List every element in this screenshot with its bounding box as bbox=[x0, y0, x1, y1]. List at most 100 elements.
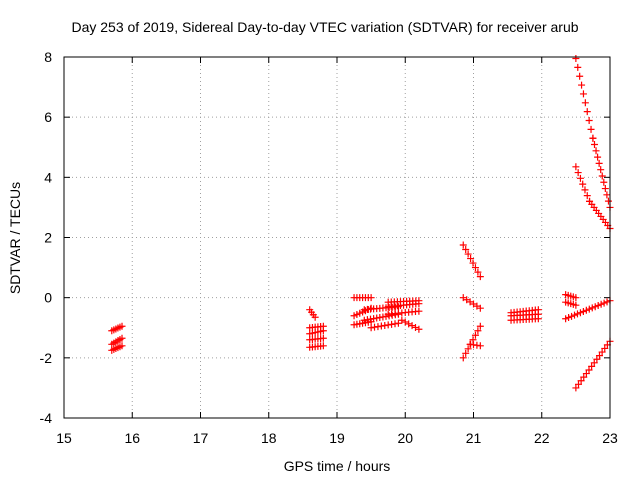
data-point bbox=[572, 301, 580, 309]
data-point bbox=[401, 318, 409, 326]
data-point bbox=[319, 334, 327, 342]
data-point bbox=[408, 322, 416, 330]
x-tick-label: 22 bbox=[534, 430, 550, 446]
data-point bbox=[594, 153, 602, 161]
x-tick-label: 20 bbox=[397, 430, 413, 446]
data-point bbox=[597, 300, 605, 308]
gridlines bbox=[64, 57, 610, 418]
data-point bbox=[590, 359, 598, 367]
data-point bbox=[575, 380, 582, 388]
data-point bbox=[580, 373, 588, 381]
data-point bbox=[476, 322, 484, 330]
data-point bbox=[594, 301, 602, 309]
data-point bbox=[415, 300, 423, 308]
data-point bbox=[600, 178, 608, 186]
data-point bbox=[118, 322, 126, 330]
y-tick-label: 8 bbox=[44, 49, 52, 65]
y-tick-label: -4 bbox=[40, 410, 53, 426]
data-point bbox=[576, 72, 584, 80]
data-point bbox=[474, 327, 482, 335]
data-point bbox=[405, 320, 413, 328]
data-point bbox=[585, 305, 593, 313]
x-tick-labels: 15 16 17 18 19 20 21 22 23 bbox=[56, 430, 618, 446]
data-points bbox=[108, 55, 614, 392]
data-point bbox=[459, 354, 467, 362]
data-point bbox=[595, 159, 603, 167]
chart-title: Day 253 of 2019, Sidereal Day-to-day VTE… bbox=[71, 19, 578, 35]
data-point bbox=[589, 134, 597, 142]
data-point bbox=[592, 147, 600, 155]
x-tick-label: 16 bbox=[124, 430, 140, 446]
data-point bbox=[579, 180, 587, 188]
data-point bbox=[476, 273, 484, 281]
x-tick-label: 15 bbox=[56, 430, 72, 446]
y-axis-label: SDTVAR / TECUs bbox=[7, 182, 23, 294]
data-point bbox=[603, 191, 611, 199]
data-point bbox=[467, 255, 475, 263]
data-point bbox=[577, 377, 585, 385]
data-point bbox=[459, 241, 467, 249]
data-point bbox=[572, 384, 580, 392]
data-point bbox=[593, 355, 601, 363]
data-point bbox=[568, 312, 576, 320]
data-point bbox=[587, 125, 595, 133]
data-point bbox=[590, 141, 598, 149]
data-point bbox=[598, 172, 606, 180]
data-point bbox=[565, 314, 573, 322]
data-point bbox=[588, 304, 596, 312]
data-point bbox=[591, 303, 599, 311]
data-point bbox=[311, 313, 319, 321]
data-point bbox=[534, 315, 542, 323]
data-point bbox=[118, 334, 126, 342]
data-point bbox=[562, 315, 570, 323]
data-point bbox=[583, 192, 591, 200]
data-point bbox=[411, 323, 419, 331]
data-point bbox=[579, 90, 587, 98]
data-point bbox=[579, 308, 587, 316]
y-tick-label: 6 bbox=[44, 109, 52, 125]
data-point bbox=[574, 63, 582, 71]
data-point bbox=[600, 299, 608, 307]
data-point bbox=[576, 309, 584, 317]
data-point bbox=[415, 307, 423, 315]
data-point bbox=[462, 349, 470, 357]
data-point bbox=[319, 327, 327, 335]
data-point bbox=[572, 294, 580, 302]
data-point bbox=[319, 342, 327, 350]
data-point bbox=[462, 246, 470, 254]
data-point bbox=[572, 163, 580, 171]
data-point bbox=[581, 186, 589, 194]
data-point bbox=[118, 342, 126, 350]
data-point bbox=[601, 185, 609, 193]
y-tick-label: 4 bbox=[44, 169, 52, 185]
data-point bbox=[598, 348, 606, 356]
plot-frame bbox=[63, 56, 611, 419]
y-tick-label: 0 bbox=[44, 290, 52, 306]
x-tick-label: 19 bbox=[329, 430, 345, 446]
data-point bbox=[582, 370, 590, 378]
data-point bbox=[476, 304, 484, 312]
y-tick-labels: -4 -2 0 2 4 6 8 bbox=[40, 49, 53, 426]
data-point bbox=[471, 331, 479, 339]
data-point bbox=[596, 352, 603, 360]
x-tick-label: 18 bbox=[261, 430, 277, 446]
data-point bbox=[464, 250, 472, 258]
data-point bbox=[581, 99, 589, 107]
data-point bbox=[582, 306, 590, 314]
data-point bbox=[474, 268, 482, 276]
data-point bbox=[572, 55, 580, 63]
data-point bbox=[574, 169, 582, 177]
data-point bbox=[597, 166, 605, 174]
data-point bbox=[585, 366, 593, 374]
data-point bbox=[603, 298, 611, 306]
x-tick-label: 23 bbox=[602, 430, 618, 446]
x-axis-label: GPS time / hours bbox=[284, 458, 391, 474]
data-point bbox=[367, 294, 375, 302]
data-point bbox=[464, 345, 472, 353]
data-point bbox=[585, 117, 593, 125]
x-tick-label: 21 bbox=[466, 430, 482, 446]
data-point bbox=[583, 108, 591, 116]
data-point bbox=[571, 311, 579, 319]
data-point bbox=[471, 264, 479, 272]
